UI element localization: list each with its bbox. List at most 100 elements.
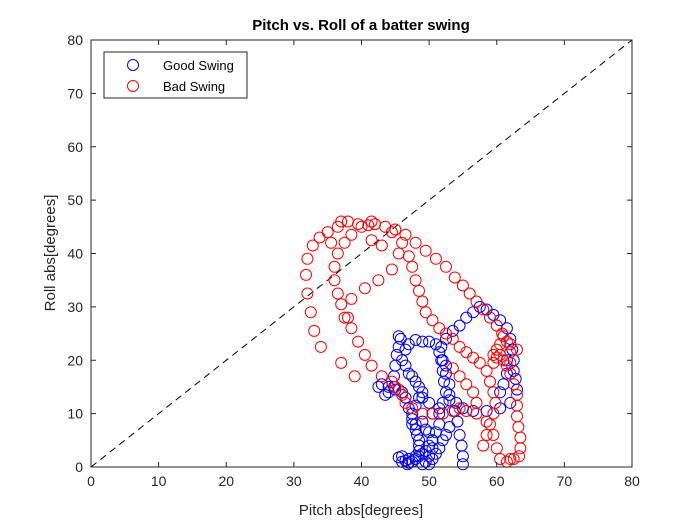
data-point: [416, 295, 429, 308]
data-point: [304, 306, 317, 319]
data-point: [379, 388, 392, 401]
data-point: [484, 418, 496, 431]
data-point: [385, 263, 398, 276]
data-point: [389, 223, 402, 236]
x-tick-label: 30: [286, 473, 302, 489]
data-point: [409, 274, 422, 287]
data-point: [399, 228, 412, 241]
x-tick-label: 50: [421, 473, 437, 489]
data-point: [406, 370, 419, 383]
data-point: [419, 306, 432, 319]
data-point: [413, 284, 425, 297]
legend: Good Swing Bad Swing: [103, 51, 248, 99]
legend-label-good-swing: Good Swing: [163, 58, 234, 73]
data-point: [402, 456, 415, 469]
data-point: [300, 268, 312, 281]
data-point: [440, 359, 452, 372]
data-point: [416, 335, 429, 348]
x-tick-label: 10: [151, 473, 167, 489]
data-point: [436, 407, 449, 420]
y-tick-label: 70: [67, 85, 83, 101]
y-tick-label: 20: [67, 352, 83, 368]
data-point: [423, 426, 436, 439]
data-point: [365, 215, 378, 228]
data-point: [345, 228, 358, 241]
data-point: [416, 407, 429, 420]
legend-label-bad-swing: Bad Swing: [163, 79, 225, 94]
data-point: [507, 453, 520, 465]
x-tick-label: 0: [87, 473, 95, 489]
data-point: [392, 451, 405, 464]
y-tick-label: 10: [67, 406, 83, 422]
data-point: [335, 356, 348, 369]
data-point: [355, 220, 368, 233]
data-point: [514, 442, 527, 455]
data-point: [328, 260, 341, 273]
data-point: [335, 298, 348, 311]
data-point: [342, 311, 354, 324]
data-point: [321, 226, 334, 239]
data-point: [433, 346, 446, 359]
data-point: [419, 244, 432, 257]
data-point: [504, 453, 517, 465]
y-axis-label: Roll abs[degrees]: [42, 195, 59, 312]
data-point: [446, 332, 459, 345]
data-point: [372, 380, 385, 393]
y-tick-label: 50: [67, 192, 83, 208]
data-point: [440, 429, 452, 441]
data-point: [504, 367, 517, 380]
x-axis-label: Pitch abs[degrees]: [299, 502, 423, 519]
data-point: [497, 378, 510, 391]
data-point: [448, 271, 461, 284]
data-point: [500, 367, 513, 380]
data-point: [456, 279, 469, 292]
data-point: [348, 370, 361, 383]
data-point: [484, 375, 496, 388]
data-point: [446, 362, 459, 375]
data-point: [467, 386, 480, 399]
data-point: [375, 370, 388, 383]
data-point: [325, 236, 338, 249]
data-point: [396, 354, 409, 367]
data-point: [511, 343, 523, 356]
data-point: [352, 218, 365, 231]
data-point: [480, 429, 493, 441]
data-point: [426, 314, 439, 327]
x-tick-label: 60: [489, 473, 505, 489]
data-point: [409, 450, 422, 463]
data-point: [399, 396, 412, 409]
data-point: [426, 434, 439, 447]
data-point: [365, 359, 378, 372]
data-point: [513, 450, 526, 463]
data-point: [460, 405, 473, 417]
data-point: [470, 396, 483, 409]
legend-marker-bad-swing: [127, 80, 139, 92]
data-point: [409, 334, 422, 346]
data-point: [460, 378, 473, 391]
data-point: [500, 359, 513, 372]
data-point: [494, 453, 507, 465]
data-point: [331, 287, 344, 300]
data-point: [423, 335, 436, 348]
data-point: [362, 219, 375, 232]
data-point: [443, 421, 456, 433]
data-point: [480, 364, 493, 377]
data-point: [416, 415, 429, 428]
data-point: [507, 378, 520, 391]
y-tick-label: 0: [75, 459, 83, 475]
data-point: [487, 429, 500, 441]
data-point: [365, 234, 378, 247]
diagonal-reference-line: [90, 39, 633, 468]
data-point: [494, 338, 507, 351]
y-tick-label: 60: [67, 139, 83, 155]
data-point: [406, 260, 419, 273]
data-point: [335, 215, 348, 228]
data-point: [453, 429, 466, 441]
data-point: [497, 330, 510, 343]
x-tick-label: 80: [624, 473, 640, 489]
data-point: [338, 311, 351, 324]
x-tick-label: 20: [218, 473, 234, 489]
data-point: [338, 236, 351, 249]
x-tick-label: 40: [354, 473, 370, 489]
